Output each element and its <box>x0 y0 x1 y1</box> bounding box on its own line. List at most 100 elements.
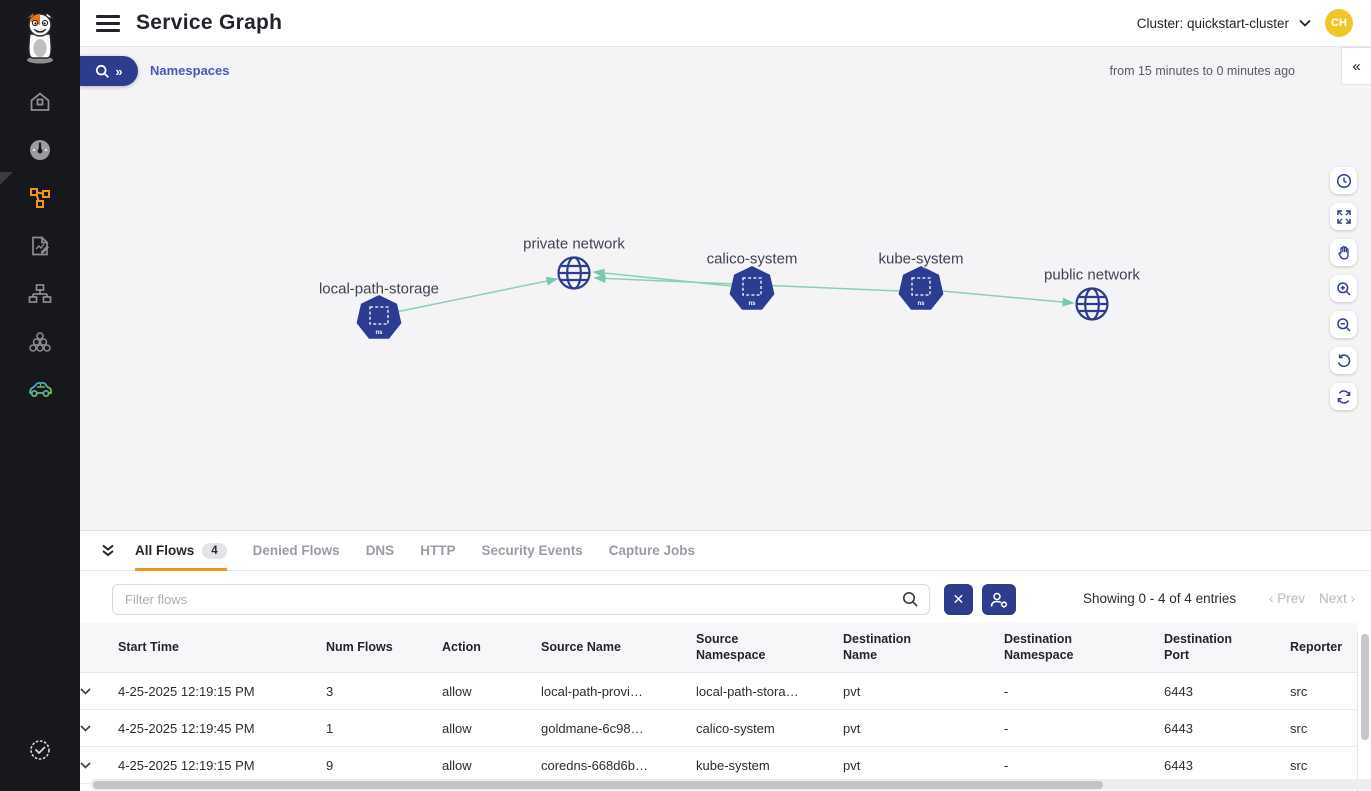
tab-http[interactable]: HTTP <box>420 531 455 571</box>
flows-tabbar: All Flows 4 Denied Flows DNS HTTP Securi… <box>80 531 1371 571</box>
col-start-time[interactable]: Start Time <box>118 623 326 674</box>
flow-settings-button[interactable] <box>982 584 1016 615</box>
sidebar-item-dashboard[interactable] <box>20 138 60 162</box>
fit-view-button[interactable] <box>1330 203 1357 230</box>
graph-node-kube-system[interactable]: ns <box>898 266 944 312</box>
graph-node-label: kube-system <box>878 250 964 268</box>
graph-node-label: public network <box>1044 266 1140 284</box>
next-label: Next <box>1318 591 1347 606</box>
col-source-name[interactable]: Source Name <box>541 623 696 674</box>
pan-hand-icon <box>1336 245 1352 261</box>
dashboard-gauge-icon <box>28 138 52 162</box>
graph-node-local-path-storage[interactable]: ns <box>356 295 402 341</box>
ns-badge: ns <box>917 301 925 307</box>
col-dest-port[interactable]: Destination Port <box>1164 623 1290 674</box>
top-bar: Service Graph Cluster: quickstart-cluste… <box>80 0 1371 47</box>
graph-search-button[interactable]: » <box>80 56 138 86</box>
tab-dns[interactable]: DNS <box>366 531 395 571</box>
flows-table: Start Time Num Flows Action Source Name … <box>80 623 1357 785</box>
right-panel-collapse-button[interactable]: « <box>1341 47 1371 85</box>
ns-badge: ns <box>748 301 756 307</box>
network-tree-icon <box>27 282 53 306</box>
chevron-left-double-icon: « <box>1352 57 1361 75</box>
sidebar-item-network[interactable] <box>20 282 60 306</box>
horizontal-scrollbar[interactable] <box>90 779 1371 790</box>
tab-all-flows[interactable]: All Flows 4 <box>135 531 227 571</box>
chevron-right-double-icon: » <box>115 63 123 79</box>
fit-screen-icon <box>1336 209 1352 225</box>
service-graph-canvas[interactable]: ns ns ns local-path-storage private netw… <box>80 93 1371 530</box>
chevron-double-down-icon <box>100 543 116 558</box>
pan-button[interactable] <box>1330 239 1357 266</box>
col-action[interactable]: Action <box>442 623 541 674</box>
graph-toolbar <box>1330 167 1357 410</box>
col-dest-namespace[interactable]: Destination Namespace <box>1004 623 1164 674</box>
next-button[interactable]: Next › <box>1318 591 1355 606</box>
col-dest-name[interactable]: Destination Name <box>843 623 1004 674</box>
graph-edges <box>395 268 1075 313</box>
vertical-scrollbar-thumb[interactable] <box>1361 634 1369 740</box>
sidebar-notch <box>0 172 13 185</box>
clear-filter-button[interactable]: ✕ <box>944 584 973 615</box>
chevron-down-icon <box>1299 19 1311 27</box>
reset-layout-button[interactable] <box>1330 347 1357 374</box>
cluster-selector-label: Cluster: quickstart-cluster <box>1136 15 1289 31</box>
table-row[interactable]: 4-25-2025 12:19:15 PM 3 allow local-path-p… <box>80 672 1357 711</box>
tab-count-badge: 4 <box>202 542 227 559</box>
graph-node-public-network[interactable] <box>1072 284 1112 324</box>
sub-header: » Namespaces from 15 minutes to 0 minute… <box>80 47 1371 93</box>
col-reporter[interactable]: Reporter <box>1290 623 1357 674</box>
sidebar-item-reports[interactable] <box>20 234 60 258</box>
tab-label: Security Events <box>481 543 583 558</box>
certified-badge-icon <box>28 738 52 762</box>
col-num-flows[interactable]: Num Flows <box>326 623 442 674</box>
refresh-icon <box>1336 389 1352 405</box>
calico-cat-logo[interactable] <box>20 12 60 64</box>
graph-node-label: local-path-storage <box>318 280 440 298</box>
collapse-flows-button[interactable] <box>94 543 122 558</box>
table-row[interactable]: 4-25-2025 12:19:15 PM 9 allow coredns-668d… <box>80 746 1357 785</box>
avatar[interactable]: CH <box>1325 9 1353 37</box>
filter-flows-input[interactable] <box>112 584 930 615</box>
sidebar-item-compliance-car[interactable] <box>20 378 60 402</box>
prev-button[interactable]: ‹ Prev <box>1268 591 1305 606</box>
flows-panel: All Flows 4 Denied Flows DNS HTTP Securi… <box>80 530 1371 791</box>
expand-row-button[interactable] <box>80 709 118 748</box>
zoom-out-icon <box>1336 317 1352 333</box>
horizontal-scrollbar-thumb[interactable] <box>93 780 1103 789</box>
vertical-scrollbar[interactable] <box>1357 631 1371 791</box>
car-icon <box>26 378 54 402</box>
close-icon: ✕ <box>952 591 965 607</box>
graph-node-label: calico-system <box>706 250 798 268</box>
tab-security-events[interactable]: Security Events <box>481 531 582 571</box>
hamburger-menu-button[interactable] <box>96 11 120 36</box>
sidebar-item-service-graph[interactable] <box>20 186 60 210</box>
ns-badge: ns <box>375 330 383 336</box>
zoom-out-button[interactable] <box>1330 311 1357 338</box>
refresh-button[interactable] <box>1330 383 1357 410</box>
tab-label: All Flows <box>135 543 195 558</box>
sidebar-item-certification[interactable] <box>28 738 52 762</box>
table-row[interactable]: 4-25-2025 12:19:45 PM 1 allow goldmane-6c9… <box>80 709 1357 748</box>
user-gear-icon <box>989 591 1009 609</box>
cluster-selector[interactable]: Cluster: quickstart-cluster <box>1137 16 1311 31</box>
sidebar-item-cluster[interactable] <box>20 330 60 354</box>
tab-capture-jobs[interactable]: Capture Jobs <box>609 531 695 571</box>
graph-node-label: private network <box>523 235 625 253</box>
tab-label: DNS <box>365 543 395 558</box>
zoom-in-button[interactable] <box>1330 275 1357 302</box>
tab-label: Capture Jobs <box>608 543 696 558</box>
sidebar-item-home[interactable] <box>20 90 60 114</box>
search-icon[interactable] <box>902 591 919 608</box>
tab-denied-flows[interactable]: Denied Flows <box>253 531 340 571</box>
expand-row-button[interactable] <box>80 672 118 711</box>
zoom-in-icon <box>1336 281 1352 297</box>
pagination: ‹ Prev Next › <box>1269 591 1355 606</box>
graph-node-private-network[interactable] <box>554 253 594 293</box>
page-title: Service Graph <box>136 11 283 34</box>
col-source-namespace[interactable]: Source Namespace <box>696 623 843 674</box>
time-range-label: from 15 minutes to 0 minutes ago <box>1109 64 1295 78</box>
time-settings-button[interactable] <box>1330 167 1357 194</box>
graph-node-calico-system[interactable]: ns <box>729 266 775 312</box>
breadcrumb[interactable]: Namespaces <box>150 63 230 78</box>
